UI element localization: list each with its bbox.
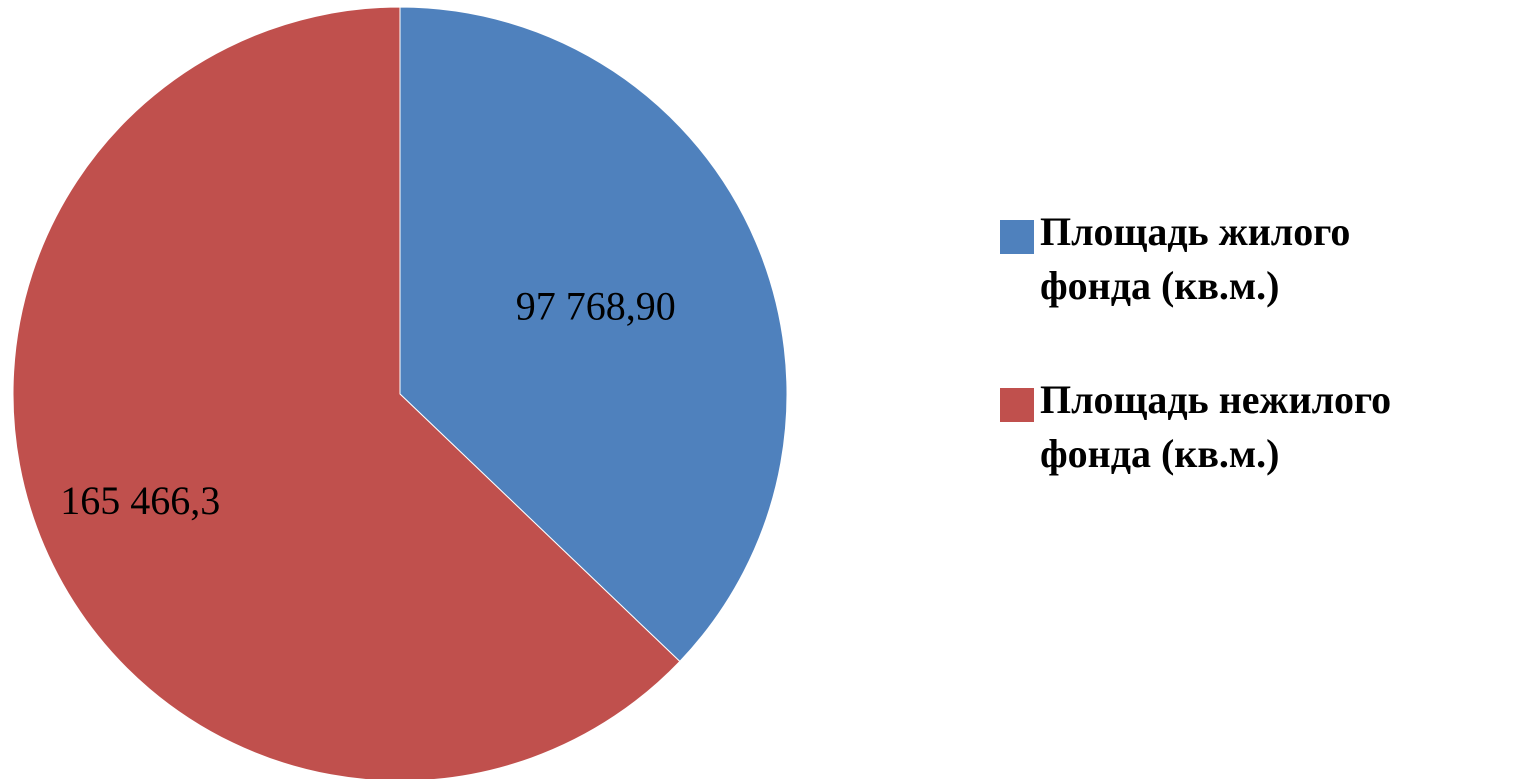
legend-label: Площадь жилого фонда (кв.м.): [1040, 209, 1351, 308]
legend-item: Площадь жилого фонда (кв.м.): [1000, 205, 1420, 313]
data-label: 97 768,90: [516, 284, 676, 329]
legend-item: Площадь нежилого фонда (кв.м.): [1000, 373, 1420, 481]
legend-label: Площадь нежилого фонда (кв.м.): [1040, 377, 1392, 476]
pie-slice: [12, 6, 681, 779]
pie: 97 768,90 165 466,3: [12, 6, 787, 779]
legend: Площадь жилого фонда (кв.м.) Площадь нежи…: [1000, 205, 1420, 541]
legend-swatch: [1000, 220, 1034, 254]
data-label: 165 466,3: [60, 478, 220, 523]
pie-slice: [399, 6, 787, 663]
legend-swatch: [1000, 388, 1034, 422]
